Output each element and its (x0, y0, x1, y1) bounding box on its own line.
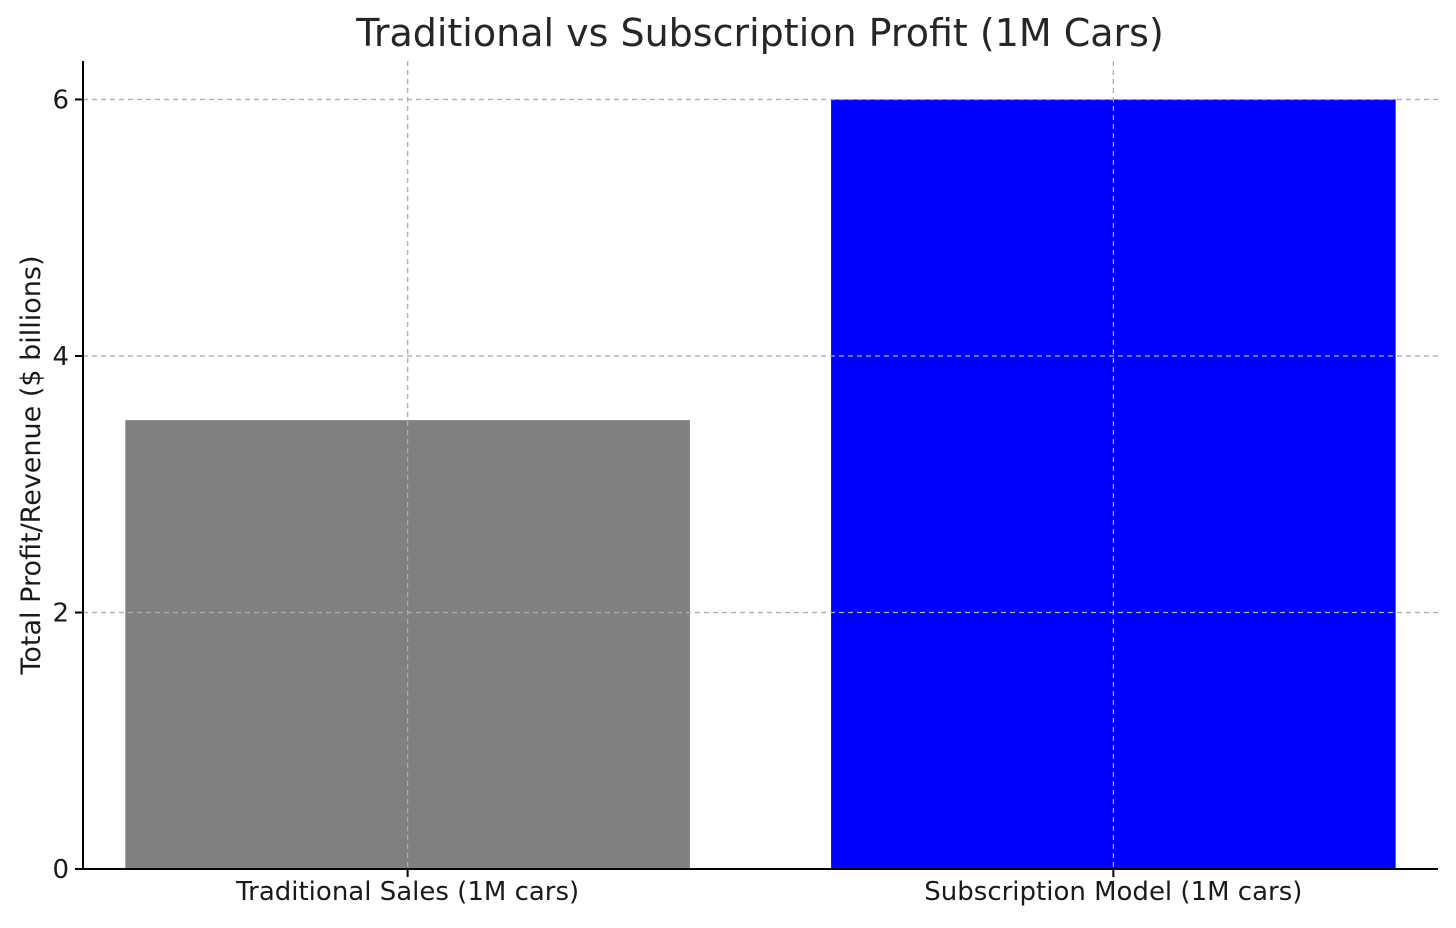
y-axis-label: Total Profit/Revenue ($ billions) (16, 255, 47, 675)
chart-title: Traditional vs Subscription Profit (1M C… (355, 11, 1164, 55)
x-tick-label: Subscription Model (1M cars) (924, 877, 1302, 907)
y-tick-label: 6 (52, 85, 69, 115)
tick-layer: 0 2 4 6 Traditional Sales (1M cars) Subscript… (52, 85, 1302, 907)
y-tick-label: 2 (52, 598, 69, 628)
x-tick-label: Traditional Sales (1M cars) (235, 877, 579, 907)
bar-layer (125, 99, 1396, 869)
y-tick-label: 0 (52, 855, 69, 885)
y-tick-label: 4 (52, 342, 69, 372)
grid-overlay (83, 61, 1438, 869)
axis-layer (82, 61, 1438, 870)
